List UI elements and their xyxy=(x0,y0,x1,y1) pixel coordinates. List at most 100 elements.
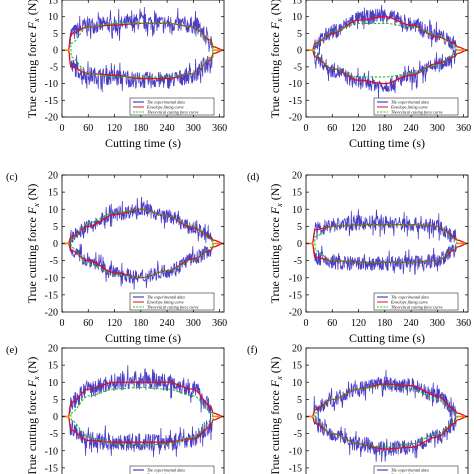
y-axis-label: True cutting force Fx (N) xyxy=(25,0,41,118)
x-axis-label: Cutting time (s) xyxy=(349,331,425,345)
y-tick-label: 0 xyxy=(297,412,302,423)
y-tick-label: 20 xyxy=(292,171,302,182)
panel-label: (f) xyxy=(247,345,258,356)
plot-area xyxy=(306,4,468,99)
y-tick-label: -10 xyxy=(45,273,58,284)
y-tick-label: 5 xyxy=(53,395,58,406)
axes-frame xyxy=(61,174,225,313)
legend-entry: Envelope fitting curve xyxy=(390,105,428,110)
legend-entry: Envelope fitting curve xyxy=(146,300,184,305)
y-tick-label: -15 xyxy=(45,290,58,301)
envelope-curve-lower xyxy=(62,242,224,279)
experimental-data-upper xyxy=(306,369,468,422)
x-tick-label: 240 xyxy=(160,318,175,329)
y-tick-label: 10 xyxy=(292,12,302,23)
y-tick-label: -20 xyxy=(45,113,58,124)
x-tick-label: 60 xyxy=(327,123,337,134)
x-tick-label: 0 xyxy=(60,318,65,329)
y-tick-label: 5 xyxy=(297,395,302,406)
chart-panel-1: -20 -15 -10 -5 0 5 10 15 0 60 120 180 240 300 360 Cutti… xyxy=(25,0,227,150)
y-tick-label: -15 xyxy=(45,463,58,474)
x-tick-label: 360 xyxy=(456,318,471,329)
y-tick-label: 15 xyxy=(292,188,302,199)
y-tick-label: 5 xyxy=(297,29,302,40)
y-tick-label: 10 xyxy=(292,378,302,389)
x-tick-label: 120 xyxy=(351,318,366,329)
y-tick-label: 10 xyxy=(48,205,58,216)
y-tick-label: 15 xyxy=(48,361,58,372)
x-tick-label: 120 xyxy=(351,123,366,134)
legend-entry: The experimental data xyxy=(391,295,429,300)
y-tick-label: 0 xyxy=(53,239,58,250)
y-tick-label: -5 xyxy=(294,429,302,440)
x-tick-label: 60 xyxy=(83,318,93,329)
x-tick-label: 120 xyxy=(107,123,122,134)
y-tick-label: -15 xyxy=(289,463,302,474)
y-axis-label: True cutting force Fx (N) xyxy=(268,0,284,118)
envelope-curve-lower xyxy=(62,415,224,443)
y-tick-label: -15 xyxy=(289,290,302,301)
axes-frame xyxy=(305,347,469,474)
x-tick-label: 180 xyxy=(133,318,148,329)
x-axis-label: Cutting time (s) xyxy=(105,136,181,150)
legend-entry: The experimental data xyxy=(147,295,185,300)
x-tick-label: 240 xyxy=(404,123,419,134)
envelope-curve-upper xyxy=(306,16,468,51)
y-tick-label: -15 xyxy=(45,96,58,107)
y-tick-label: 15 xyxy=(48,0,58,7)
x-tick-label: 0 xyxy=(304,318,309,329)
legend-entry: Envelope fitting curve xyxy=(390,473,428,474)
theoretical-curve xyxy=(314,22,458,78)
legend-entry: Envelope fitting curve xyxy=(146,473,184,474)
y-tick-label: -10 xyxy=(289,446,302,457)
experimental-data-upper xyxy=(306,4,468,55)
theoretical-curve xyxy=(314,224,458,263)
legend-entry: Theoretical cutting force curve xyxy=(147,305,199,310)
y-tick-label: -5 xyxy=(50,62,58,73)
y-tick-label: 5 xyxy=(297,222,302,233)
panel-label: (c) xyxy=(6,172,18,183)
x-tick-label: 120 xyxy=(107,318,122,329)
y-tick-label: 0 xyxy=(297,46,302,57)
y-tick-label: -10 xyxy=(289,79,302,90)
panel-label: (d) xyxy=(247,172,260,183)
theoretical-curve xyxy=(70,386,214,447)
y-tick-label: 20 xyxy=(48,171,58,182)
y-axis-label: True cutting force Fx (N) xyxy=(268,357,284,474)
theoretical-curve xyxy=(70,22,214,78)
y-tick-label: -5 xyxy=(50,256,58,267)
y-axis-label: True cutting force Fx (N) xyxy=(268,184,284,304)
legend-entry: Theoretical cutting force curve xyxy=(147,110,199,115)
legend-entry: Theoretical cutting force curve xyxy=(391,110,443,115)
plot-area xyxy=(62,364,224,458)
legend-entry: The experimental data xyxy=(147,100,185,105)
axes-frame xyxy=(61,347,225,474)
y-tick-label: -20 xyxy=(289,308,302,319)
y-tick-label: 5 xyxy=(53,222,58,233)
x-tick-label: 360 xyxy=(212,123,227,134)
experimental-data-lower xyxy=(62,49,224,93)
y-tick-label: 0 xyxy=(297,239,302,250)
y-tick-label: -10 xyxy=(45,79,58,90)
x-axis-label: Cutting time (s) xyxy=(105,331,181,345)
y-tick-label: -5 xyxy=(50,429,58,440)
x-tick-label: 180 xyxy=(377,123,392,134)
x-tick-label: 180 xyxy=(133,123,148,134)
y-tick-label: 15 xyxy=(48,188,58,199)
x-tick-label: 300 xyxy=(430,318,445,329)
plot-area xyxy=(62,196,224,290)
y-tick-label: -20 xyxy=(289,113,302,124)
y-tick-label: -5 xyxy=(294,62,302,73)
y-tick-label: -5 xyxy=(294,256,302,267)
axes-frame xyxy=(305,0,469,118)
legend-entry: Envelope fitting curve xyxy=(146,105,184,110)
y-tick-label: 5 xyxy=(53,29,58,40)
y-tick-label: 0 xyxy=(53,46,58,57)
y-tick-label: 10 xyxy=(292,205,302,216)
